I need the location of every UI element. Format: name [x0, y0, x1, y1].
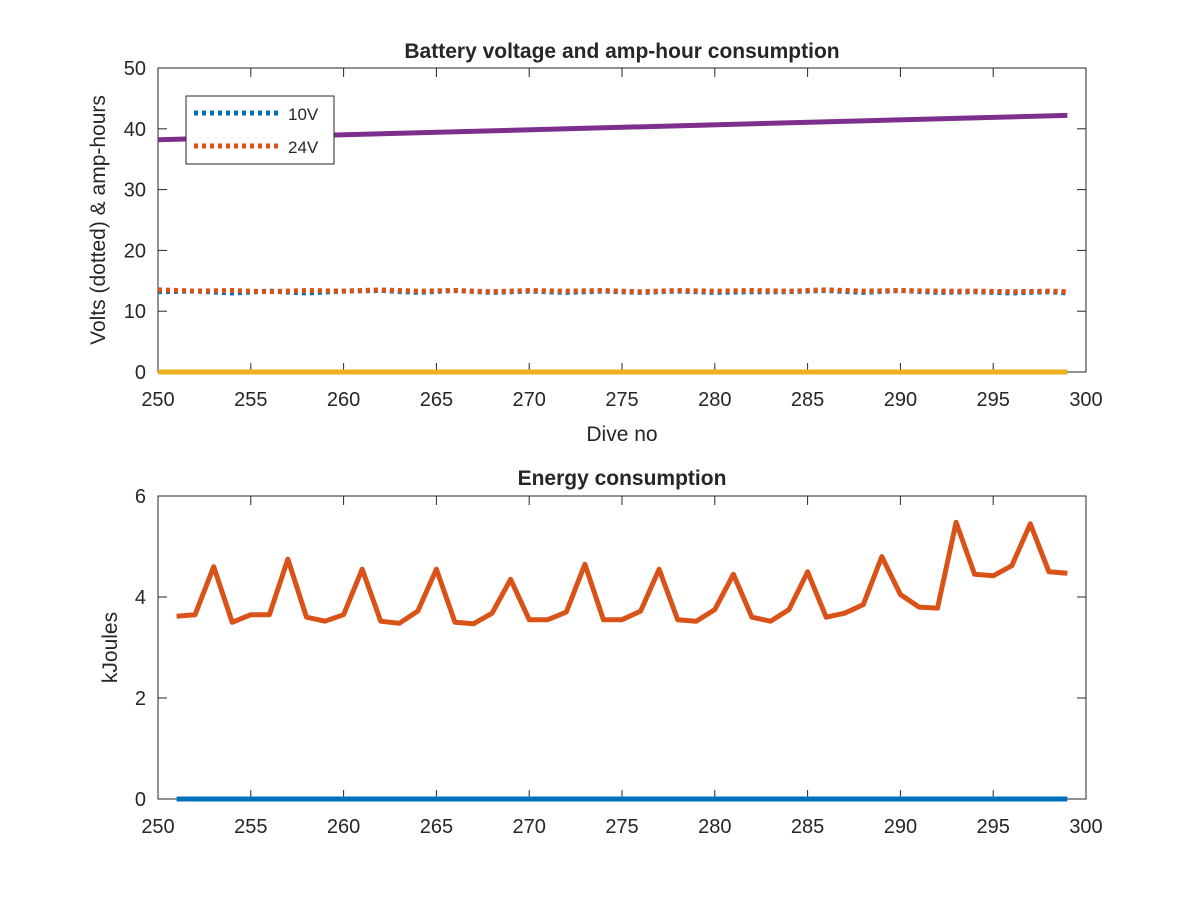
y-tick-label: 10 [124, 301, 146, 323]
x-tick-label: 275 [605, 389, 638, 411]
y-tick-label: 6 [135, 486, 146, 508]
x-tick-label: 300 [1069, 389, 1102, 411]
bottom-axes-box [157, 495, 1087, 800]
top-chart-title: Battery voltage and amp-hour consumption [404, 40, 839, 63]
legend-label-24v: 24V [288, 138, 319, 157]
x-tick-label: 295 [977, 816, 1010, 838]
series-line-0-1 [157, 287, 1068, 295]
top-chart-legend: 10V 24V [185, 95, 335, 165]
x-tick-label: 290 [884, 389, 917, 411]
x-tick-label: 270 [513, 816, 546, 838]
energy-consumption-chart: 250 255 260 265 270 275 280 285 290 295 300 0 2 4 6 En… [99, 467, 1103, 838]
x-tick-label: 250 [141, 389, 174, 411]
y-tick-label: 30 [124, 180, 146, 202]
x-tick-label: 295 [977, 389, 1010, 411]
y-tick-label: 2 [135, 688, 146, 710]
x-tick-label: 270 [513, 389, 546, 411]
x-tick-label: 250 [141, 816, 174, 838]
x-tick-label: 265 [420, 389, 453, 411]
y-tick-label: 4 [135, 587, 146, 609]
y-tick-label: 0 [135, 789, 146, 811]
y-tick-label: 50 [124, 58, 146, 80]
bottom-y-axis-label: kJoules [99, 612, 122, 683]
y-tick-label: 40 [124, 119, 146, 141]
x-tick-label: 280 [698, 389, 731, 411]
x-tick-label: 265 [420, 816, 453, 838]
bottom-series-group [176, 519, 1068, 802]
series-line-1-1 [176, 519, 1068, 627]
bottom-axes-ticks: 250 255 260 265 270 275 280 285 290 295 300 0 2 4 6 [135, 486, 1103, 838]
x-tick-label: 285 [791, 389, 824, 411]
x-tick-label: 255 [234, 389, 267, 411]
voltage-amphour-chart: 250 255 260 265 270 275 280 285 290 295 300 0 10 20 30… [87, 40, 1103, 446]
x-tick-label: 285 [791, 816, 824, 838]
x-tick-label: 280 [698, 816, 731, 838]
x-tick-label: 275 [605, 816, 638, 838]
x-tick-label: 290 [884, 816, 917, 838]
bottom-chart-title: Energy consumption [518, 467, 727, 490]
y-tick-label: 20 [124, 240, 146, 262]
y-tick-label: 0 [135, 362, 146, 384]
top-axes-ticks: 250 255 260 265 270 275 280 285 290 295 300 0 10 20 30… [124, 58, 1103, 411]
x-tick-label: 300 [1069, 816, 1102, 838]
legend-label-10v: 10V [288, 105, 319, 124]
legend-box [185, 95, 335, 165]
x-tick-label: 255 [234, 816, 267, 838]
top-x-axis-label: Dive no [586, 423, 657, 446]
top-y-axis-label: Volts (dotted) & amp-hours [87, 95, 110, 345]
x-tick-label: 260 [327, 816, 360, 838]
x-tick-label: 260 [327, 389, 360, 411]
